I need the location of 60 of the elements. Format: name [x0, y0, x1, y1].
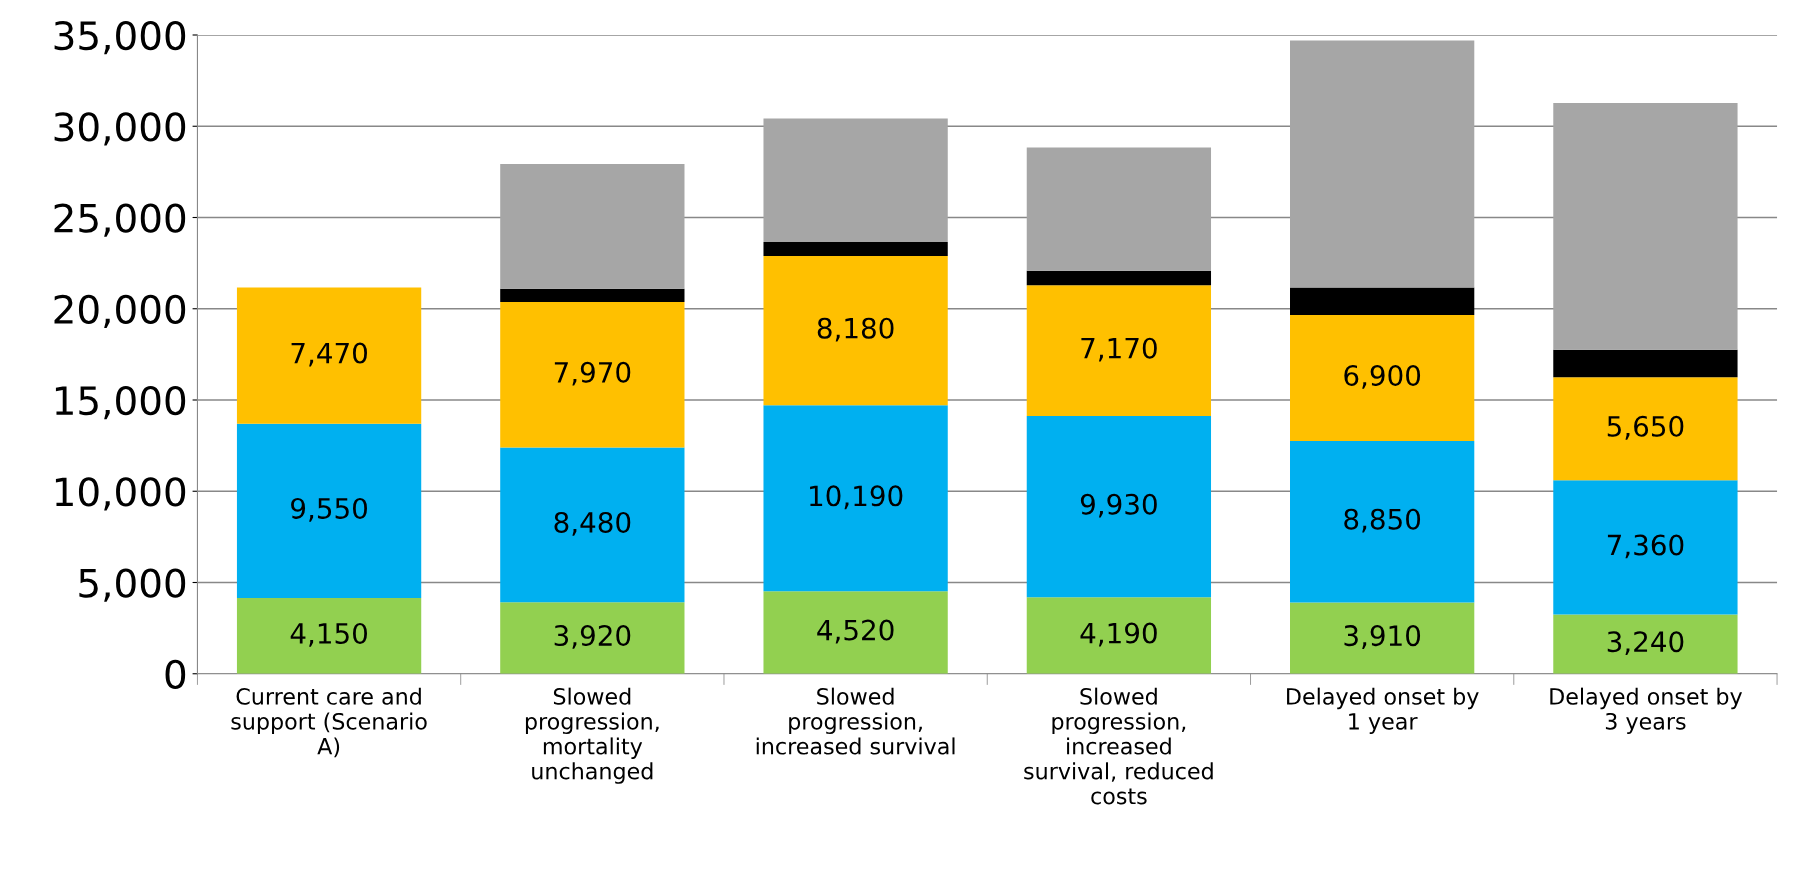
- y-tick-label: 30,000: [54, 112, 186, 146]
- data-label: 7,470: [291, 342, 367, 367]
- bar: [1026, 270, 1212, 286]
- y-tick-label: 0: [165, 659, 186, 690]
- bar: [500, 602, 685, 674]
- bar: [1553, 377, 1738, 481]
- bar: [1026, 285, 1212, 417]
- data-label: 3,240: [1607, 631, 1684, 656]
- data-label: 8,180: [817, 317, 894, 342]
- data-label: 4,150: [290, 622, 367, 647]
- bar: [1553, 614, 1738, 674]
- data-label: 4,520: [817, 619, 894, 644]
- bar: [1290, 602, 1475, 674]
- bar: [763, 118, 948, 242]
- x-tick-label: Delayed onset by 1 year: [1287, 687, 1479, 735]
- x-tick-label: Slowed progression, mortality unchanged: [525, 687, 659, 784]
- data-label: 7,970: [554, 361, 631, 386]
- x-tick-label: Delayed onset by 3 years: [1550, 687, 1743, 735]
- bar: [1026, 147, 1212, 271]
- data-label: 3,920: [554, 625, 631, 649]
- bar: [1290, 40, 1475, 288]
- data-label: 10,190: [810, 485, 903, 510]
- y-tick-label: 15,000: [55, 385, 186, 420]
- y-tick-label: 10,000: [55, 477, 186, 511]
- data-label: 9,930: [1080, 493, 1157, 518]
- x-tick-label: Slowed progression, increased survival, reduced costs: [1024, 687, 1213, 805]
- data-label: 6,900: [1344, 364, 1421, 389]
- bar: [763, 241, 948, 257]
- bar: [1553, 349, 1738, 378]
- bar: [236, 598, 422, 674]
- bar: [763, 405, 948, 592]
- data-label: 4,190: [1080, 622, 1157, 647]
- data-label: 7,170: [1081, 337, 1157, 362]
- bar: [236, 423, 422, 599]
- bar: [763, 591, 948, 674]
- y-tick-label: 5,000: [79, 568, 186, 602]
- bar: [1553, 102, 1738, 350]
- bar: [1026, 416, 1212, 598]
- data-label: 8,850: [1344, 508, 1421, 533]
- bar: [500, 302, 685, 448]
- bar: [500, 288, 685, 302]
- y-tick-label: 35,000: [54, 20, 186, 55]
- x-tick-label: Slowed progression, increased survival: [756, 687, 955, 755]
- data-label: 8,480: [554, 511, 631, 536]
- bar: [1026, 597, 1212, 674]
- bar: [1290, 314, 1475, 441]
- bar: [500, 164, 685, 289]
- y-tick-label: 25,000: [54, 203, 186, 237]
- bar: [1290, 287, 1475, 315]
- x-tick-label: Current care and support (Scenario A): [231, 687, 427, 758]
- bar: [1553, 480, 1738, 615]
- bar: [236, 287, 422, 424]
- data-label: 5,650: [1607, 415, 1684, 440]
- y-tick-label: 20,000: [54, 294, 186, 329]
- bar: [1290, 440, 1475, 603]
- bar: [500, 447, 685, 603]
- bar: [763, 256, 948, 406]
- data-label: 7,360: [1607, 534, 1684, 559]
- data-label: 9,550: [291, 497, 367, 522]
- data-label: 3,910: [1344, 625, 1421, 649]
